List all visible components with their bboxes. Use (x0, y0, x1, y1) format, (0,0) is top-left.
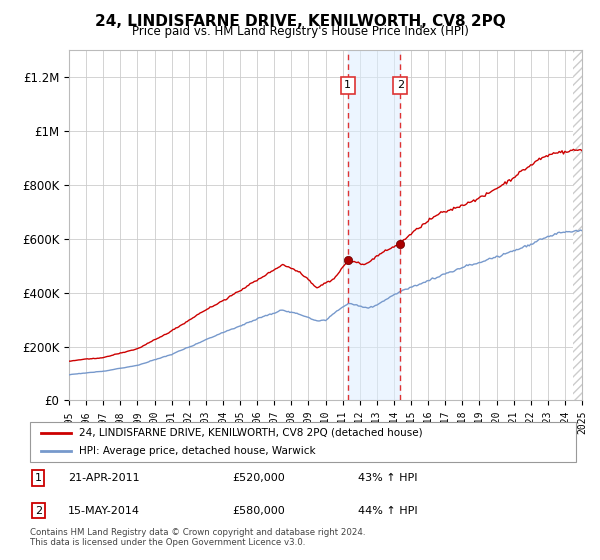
FancyBboxPatch shape (30, 422, 576, 462)
Text: 24, LINDISFARNE DRIVE, KENILWORTH, CV8 2PQ: 24, LINDISFARNE DRIVE, KENILWORTH, CV8 2… (95, 14, 505, 29)
Bar (348, 50, 400, 400)
Text: 2: 2 (397, 81, 404, 90)
Text: 1: 1 (35, 473, 41, 483)
Text: 2: 2 (35, 506, 42, 516)
Text: £580,000: £580,000 (232, 506, 285, 516)
Text: HPI: Average price, detached house, Warwick: HPI: Average price, detached house, Warw… (79, 446, 316, 456)
Text: 21-APR-2011: 21-APR-2011 (68, 473, 140, 483)
Bar (574, 50, 584, 400)
Text: Price paid vs. HM Land Registry's House Price Index (HPI): Price paid vs. HM Land Registry's House … (131, 25, 469, 38)
Text: 43% ↑ HPI: 43% ↑ HPI (358, 473, 417, 483)
Text: Contains HM Land Registry data © Crown copyright and database right 2024.
This d: Contains HM Land Registry data © Crown c… (30, 528, 365, 547)
Text: 44% ↑ HPI: 44% ↑ HPI (358, 506, 417, 516)
Text: £520,000: £520,000 (232, 473, 285, 483)
Text: 1: 1 (344, 81, 351, 90)
Text: 15-MAY-2014: 15-MAY-2014 (68, 506, 140, 516)
Text: 24, LINDISFARNE DRIVE, KENILWORTH, CV8 2PQ (detached house): 24, LINDISFARNE DRIVE, KENILWORTH, CV8 2… (79, 428, 423, 437)
